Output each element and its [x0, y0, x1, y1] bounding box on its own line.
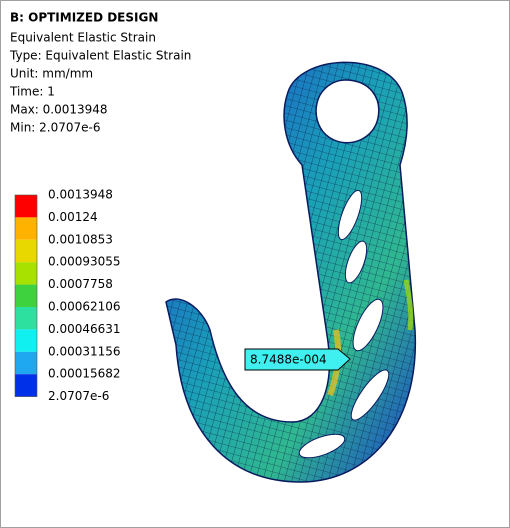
- legend-swatch: [15, 195, 37, 217]
- legend-swatch: [15, 352, 37, 374]
- info-line: Time: 1: [9, 85, 55, 99]
- legend-swatch: [15, 217, 37, 239]
- info-line: Type: Equivalent Elastic Strain: [9, 49, 191, 63]
- legend-label: 2.0707e-6: [48, 389, 109, 403]
- legend-swatch: [15, 329, 37, 351]
- probe: 8.7488e-004: [245, 349, 350, 370]
- info-line: Equivalent Elastic Strain: [10, 31, 156, 45]
- legend-label: 0.00062106: [48, 300, 121, 314]
- legend-swatch: [15, 285, 37, 307]
- info-line: Max: 0.0013948: [10, 103, 108, 117]
- probe-label: 8.7488e-004: [250, 353, 327, 367]
- legend-label: 0.0013948: [48, 188, 113, 202]
- legend-label: 0.00046631: [48, 322, 121, 336]
- legend-swatch: [15, 374, 37, 396]
- legend-swatch: [15, 240, 37, 262]
- viewport: B: OPTIMIZED DESIGN Equivalent Elastic S…: [0, 0, 510, 528]
- info-line: Min: 2.0707e-6: [10, 121, 101, 135]
- legend-swatch: [15, 262, 37, 284]
- legend-label: 0.00015682: [48, 367, 121, 381]
- legend-label: 0.00093055: [48, 255, 121, 269]
- legend-label: 0.00031156: [48, 344, 121, 358]
- legend-label: 0.00124: [48, 210, 98, 224]
- info-line: Unit: mm/mm: [10, 67, 93, 81]
- legend-swatch: [15, 307, 37, 329]
- legend-label: 0.0007758: [48, 277, 113, 291]
- result-title: B: OPTIMIZED DESIGN: [10, 11, 158, 25]
- legend-label: 0.0010853: [48, 232, 113, 246]
